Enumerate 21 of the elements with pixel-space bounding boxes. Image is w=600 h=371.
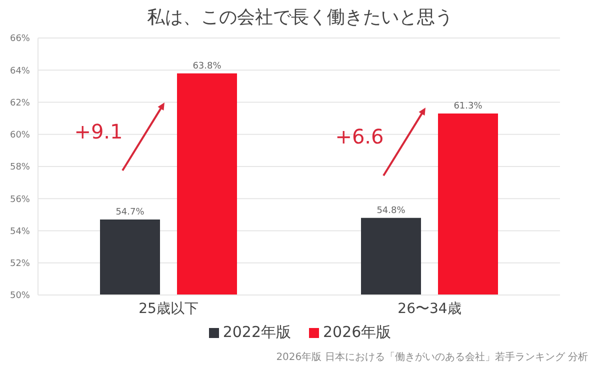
legend-label: 2026年版 (322, 323, 392, 342)
y-tick-label: 60% (10, 130, 30, 141)
y-tick-label: 58% (10, 162, 30, 173)
text: 2026年版 日本における「働きがいのある会社」若手ランキング 分析 (276, 350, 588, 364)
text: 54.8% (376, 206, 406, 216)
y-tick-label: 64% (10, 66, 30, 76)
x-tick-label: 26〜34歳 (398, 300, 462, 317)
text: 54.7% (116, 208, 144, 218)
y-tick-label: 56% (10, 194, 30, 205)
y-tick-label: 66% (10, 34, 30, 44)
y-tick-label: 52% (10, 259, 30, 270)
x-tick-label: 25歳以下 (138, 300, 198, 317)
chart-title: 私は、この会社で長く働きたいと思う (146, 6, 454, 29)
annotation: +6.6 (335, 124, 384, 149)
text: 61.3% (454, 101, 482, 112)
text: 63.8% (192, 61, 222, 72)
legend-label: 2022年版 (222, 323, 291, 342)
annotation: +9.1 (74, 120, 123, 144)
y-tick-label: 54% (10, 226, 30, 237)
y-tick-label: 62% (10, 98, 30, 108)
y-tick-label: 50% (10, 291, 30, 302)
